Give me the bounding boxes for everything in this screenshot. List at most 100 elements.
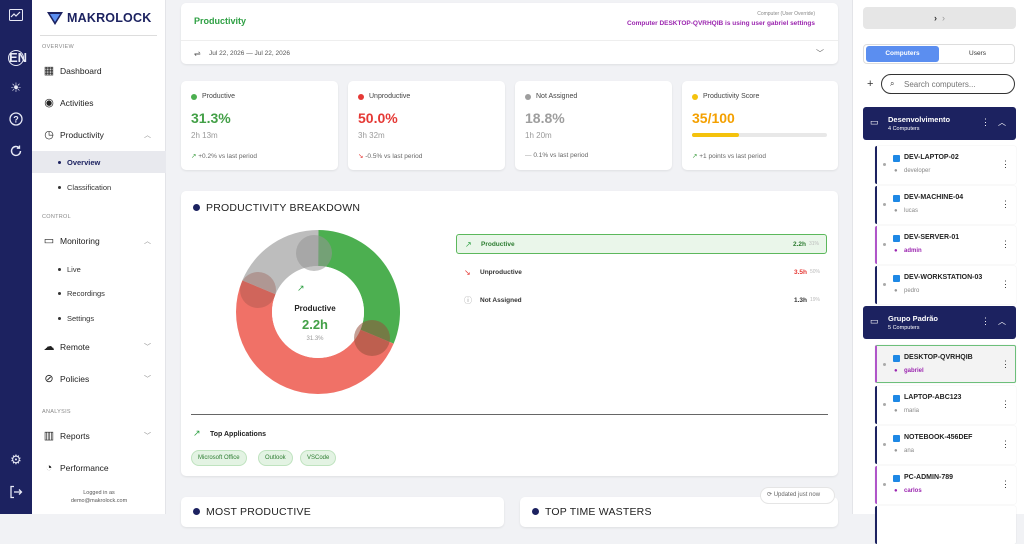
more-vertical-icon[interactable]: ⋮ bbox=[1001, 479, 1010, 489]
productivity-breakdown-card: PRODUCTIVITY BREAKDOWN ↗ Productive 2.2h… bbox=[181, 191, 838, 476]
logout-icon[interactable] bbox=[8, 485, 24, 501]
kpi-card-unproductive: Unproductive 50.0% 3h 32m ↘ -0.5% vs las… bbox=[348, 81, 505, 170]
divider bbox=[191, 414, 828, 415]
windows-icon bbox=[893, 395, 900, 402]
computer-item[interactable]: DEV-LAPTOP-02 ● developer ⋮ bbox=[875, 146, 1016, 184]
nav-classification[interactable]: Classification bbox=[32, 176, 166, 198]
bullet bbox=[58, 267, 61, 271]
legend-label: Productive bbox=[481, 240, 515, 248]
tab-users[interactable]: Users bbox=[969, 50, 986, 57]
more-vertical-icon[interactable]: ⋮ bbox=[981, 316, 990, 326]
updated-status[interactable]: ⟳ Updated just now bbox=[760, 487, 835, 504]
app-chip[interactable]: Outlook bbox=[258, 450, 293, 466]
more-vertical-icon[interactable]: ⋮ bbox=[1001, 239, 1010, 249]
icon-rail: EN ☀ ? ⚙ bbox=[0, 0, 32, 514]
nav-reports[interactable]: ▥ Reports ﹀ bbox=[32, 425, 166, 447]
kpi-change: ↗ +1 points vs last period bbox=[692, 152, 766, 160]
more-vertical-icon[interactable]: ⋮ bbox=[1001, 199, 1010, 209]
settings-gear-icon[interactable]: ⚙ bbox=[10, 452, 22, 467]
legend-unproductive[interactable]: ↘ Unproductive 3.5h 50% bbox=[456, 262, 827, 282]
computer-item[interactable]: DEV-SERVER-01 ● admin ⋮ bbox=[875, 226, 1016, 264]
add-icon[interactable]: + bbox=[867, 78, 874, 90]
group-header[interactable]: ▭ Grupo Padrão 5 Computers ⋮ ︿ bbox=[863, 306, 1016, 339]
nav-productivity[interactable]: ◷ Productivity ︿ bbox=[32, 124, 166, 146]
nav-dashboard[interactable]: ▦ Dashboard bbox=[32, 60, 166, 82]
computer-name: DEV-SERVER-01 bbox=[904, 234, 960, 241]
nav-performance[interactable]: ◔ Performance bbox=[32, 457, 166, 479]
more-vertical-icon[interactable]: ⋮ bbox=[1001, 439, 1010, 449]
theme-sun-icon[interactable]: ☀ bbox=[10, 80, 22, 95]
devices-icon: ▭ bbox=[870, 316, 879, 326]
legend-productive[interactable]: ↗ Productive 2.2h 31% bbox=[456, 234, 827, 254]
nav-remote[interactable]: ☁ Remote ﹀ bbox=[32, 336, 166, 358]
tab-computers[interactable]: Computers bbox=[866, 46, 939, 62]
more-vertical-icon[interactable]: ⋮ bbox=[1001, 359, 1010, 369]
more-vertical-icon[interactable]: ⋮ bbox=[981, 117, 990, 127]
chevron-down-icon[interactable]: ﹀ bbox=[816, 49, 824, 58]
legend-value: 3.5h bbox=[793, 268, 807, 276]
nav-recordings[interactable]: Recordings bbox=[32, 282, 166, 304]
refresh-icon[interactable] bbox=[8, 144, 24, 160]
productivity-donut-chart[interactable] bbox=[236, 230, 400, 394]
help-icon[interactable]: ? bbox=[8, 112, 24, 128]
top-applications-title: Top Applications bbox=[210, 431, 266, 438]
status-dot bbox=[191, 94, 197, 100]
date-range[interactable]: Jul 22, 2026 — Jul 22, 2026 bbox=[209, 50, 290, 57]
computer-item-selected[interactable]: DESKTOP-QVRHQIB ● gabriel ⋮ bbox=[875, 345, 1016, 383]
section-analysis: ANALYSIS bbox=[42, 409, 71, 415]
score-progress-fill bbox=[692, 133, 740, 137]
more-vertical-icon[interactable]: ⋮ bbox=[1001, 159, 1010, 169]
chart-bubble bbox=[354, 320, 390, 356]
filter-icon[interactable]: ⇌ bbox=[194, 49, 201, 58]
nav-label: Reports bbox=[60, 431, 90, 441]
kpi-change: ↘ -0.5% vs last period bbox=[358, 152, 422, 160]
computer-item[interactable]: NOTEBOOK-456DEF ● ana ⋮ bbox=[875, 426, 1016, 464]
bar-chart-icon: ▥ bbox=[43, 430, 55, 442]
nav-policies[interactable]: ⊘ Policies ﹀ bbox=[32, 368, 166, 390]
section-dot-icon bbox=[532, 508, 539, 515]
block-icon: ⊘ bbox=[44, 373, 54, 385]
more-vertical-icon[interactable]: ⋮ bbox=[1001, 399, 1010, 409]
legend-label: Unproductive bbox=[480, 268, 522, 276]
computer-user: developer bbox=[904, 168, 931, 174]
computer-name: PC-ADMIN-789 bbox=[904, 474, 954, 481]
panel-tabs: Computers Users bbox=[863, 44, 1015, 64]
chevron-down-icon: ﹀ bbox=[144, 344, 151, 351]
nav-overview[interactable]: Overview bbox=[32, 151, 166, 173]
language-icon[interactable]: EN bbox=[8, 50, 28, 66]
computer-item[interactable]: DEV-MACHINE-04 ● lucas ⋮ bbox=[875, 186, 1016, 224]
chevron-up-icon[interactable]: ︿ bbox=[998, 118, 1006, 127]
search-input[interactable] bbox=[904, 78, 1009, 90]
nav-monitoring[interactable]: ▭ Monitoring ︿ bbox=[32, 230, 166, 252]
chevron-up-icon[interactable]: ︿ bbox=[998, 317, 1006, 326]
computer-item[interactable]: PC-ADMIN-789 ● carlos ⋮ bbox=[875, 466, 1016, 504]
donut-slice-productive[interactable] bbox=[318, 230, 400, 344]
app-chip[interactable]: VSCode bbox=[300, 450, 337, 466]
app-chip[interactable]: Microsoft Office bbox=[191, 450, 247, 466]
trend-up-icon: ↗ bbox=[465, 239, 472, 249]
nav-activities[interactable]: ◉ Activities bbox=[32, 92, 166, 114]
nav-live[interactable]: Live bbox=[32, 258, 166, 280]
trend-down-icon: ↘ bbox=[358, 153, 364, 160]
grid-icon: ▦ bbox=[43, 65, 55, 77]
bullet bbox=[58, 185, 61, 189]
legend-value: 1.3h bbox=[793, 296, 807, 304]
group-header[interactable]: ▭ Desenvolvimento 4 Computers ⋮ ︿ bbox=[863, 107, 1016, 140]
panel-collapse-toggle[interactable]: › › bbox=[863, 7, 1016, 29]
computer-item[interactable]: LAPTOP-ABC123 ● maria ⋮ bbox=[875, 386, 1016, 424]
computer-item[interactable]: DEV-WORKSTATION-03 ● pedro ⋮ bbox=[875, 266, 1016, 304]
computer-user: gabriel bbox=[904, 368, 924, 374]
computer-item[interactable] bbox=[875, 506, 1016, 544]
nav-settings[interactable]: Settings bbox=[32, 307, 166, 329]
trend-up-icon: ↗ bbox=[692, 153, 698, 160]
computer-user: admin bbox=[904, 248, 922, 254]
chevron-up-icon: ︿ bbox=[144, 238, 151, 245]
more-vertical-icon[interactable]: ⋮ bbox=[1001, 279, 1010, 289]
legend-not-assigned[interactable]: ⓘ Not Assigned 1.3h 19% bbox=[456, 290, 827, 310]
dashboard-toggle-icon[interactable] bbox=[8, 9, 24, 25]
kpi-change-text: -0.5% vs last period bbox=[365, 153, 423, 160]
override-message: Computer DESKTOP-QVRHQIB is using user g… bbox=[626, 20, 815, 27]
donut-center-label: Productive bbox=[294, 304, 336, 313]
brand-logo[interactable]: MAKROLOCK bbox=[47, 9, 157, 27]
donut-slice-unproductive[interactable] bbox=[236, 280, 394, 394]
